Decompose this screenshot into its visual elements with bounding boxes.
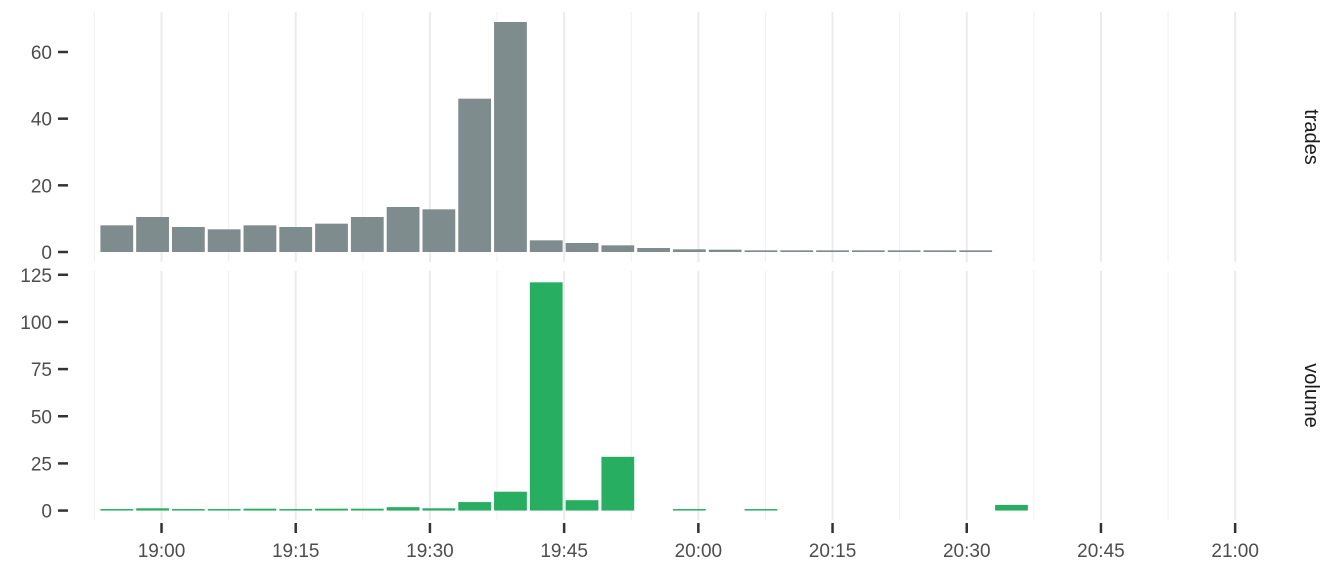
- volume-bar: [494, 491, 527, 511]
- trades-bar: [315, 223, 348, 252]
- volume-bar: [207, 509, 241, 511]
- volume-bar: [995, 504, 1028, 511]
- x-tick-label: 21:00: [1211, 541, 1259, 562]
- trades-bar: [780, 250, 814, 252]
- trades-bar: [171, 227, 205, 252]
- x-tick-label: 20:00: [675, 541, 723, 562]
- trades-bar: [279, 227, 313, 252]
- trades-bar: [601, 245, 635, 252]
- trades-bar: [851, 250, 885, 252]
- trades-bar: [637, 248, 670, 252]
- y-tick-label: 100: [20, 313, 52, 334]
- y-tick-label: 25: [31, 454, 52, 475]
- trades-bar: [887, 250, 921, 252]
- trades-panel: 0 20 40 60 trades: [31, 12, 1322, 264]
- volume-bar: [458, 502, 492, 511]
- trades-bar: [136, 217, 169, 252]
- y-tick-label: 60: [31, 43, 52, 64]
- trades-bar: [708, 249, 742, 252]
- y-tick-label: 0: [41, 243, 52, 264]
- trades-bar: [458, 98, 492, 253]
- volume-bar: [315, 508, 348, 511]
- volume-bar: [673, 509, 706, 511]
- volume-bar: [422, 508, 456, 511]
- y-tick-label: 125: [20, 266, 52, 287]
- volume-bar: [601, 456, 635, 511]
- trades-bar: [386, 207, 420, 252]
- trades-bar: [529, 240, 563, 252]
- facet-strip-label: trades: [1300, 109, 1322, 165]
- y-tick-label: 0: [41, 502, 52, 523]
- trades-bar: [959, 250, 993, 252]
- trades-bar: [565, 243, 599, 252]
- volume-bar: [529, 282, 563, 511]
- x-tick-label: 19:30: [406, 541, 454, 562]
- trades-bar: [243, 225, 277, 252]
- volume-bar: [744, 509, 778, 511]
- volume-bar: [243, 508, 277, 511]
- trades-bar: [816, 250, 849, 252]
- y-tick-label: 20: [31, 176, 52, 197]
- volume-bar: [565, 500, 599, 511]
- volume-bar: [171, 509, 205, 511]
- x-tick-label: 20:15: [809, 541, 857, 562]
- facet-strip-label: volume: [1300, 363, 1322, 427]
- x-tick-label: 19:00: [138, 541, 186, 562]
- trades-bar: [923, 250, 957, 252]
- x-axis: 19:00 19:15 19:30 19:45 20:00 20:15 20:30 20:45…: [138, 523, 1259, 562]
- x-tick-label: 20:30: [943, 541, 991, 562]
- x-tick-label: 20:45: [1077, 541, 1125, 562]
- y-tick-label: 40: [31, 110, 52, 131]
- volume-bar: [386, 507, 420, 511]
- volume-bar: [136, 508, 169, 511]
- trades-bar: [494, 22, 527, 252]
- trades-bar: [350, 217, 384, 252]
- x-tick-label: 19:45: [540, 541, 588, 562]
- x-tick-label: 19:15: [272, 541, 320, 562]
- trades-bar: [207, 229, 241, 252]
- volume-bar: [279, 509, 313, 511]
- trades-bar: [744, 250, 778, 252]
- y-tick-label: 50: [31, 407, 52, 428]
- volume-bar: [350, 508, 384, 511]
- volume-panel: 0 25 50 75 100 125 volume: [20, 266, 1322, 523]
- volume-bar: [100, 509, 134, 511]
- trades-bar: [673, 249, 706, 252]
- trades-bar: [422, 209, 456, 252]
- y-tick-label: 75: [31, 360, 52, 381]
- trades-bar: [100, 225, 134, 252]
